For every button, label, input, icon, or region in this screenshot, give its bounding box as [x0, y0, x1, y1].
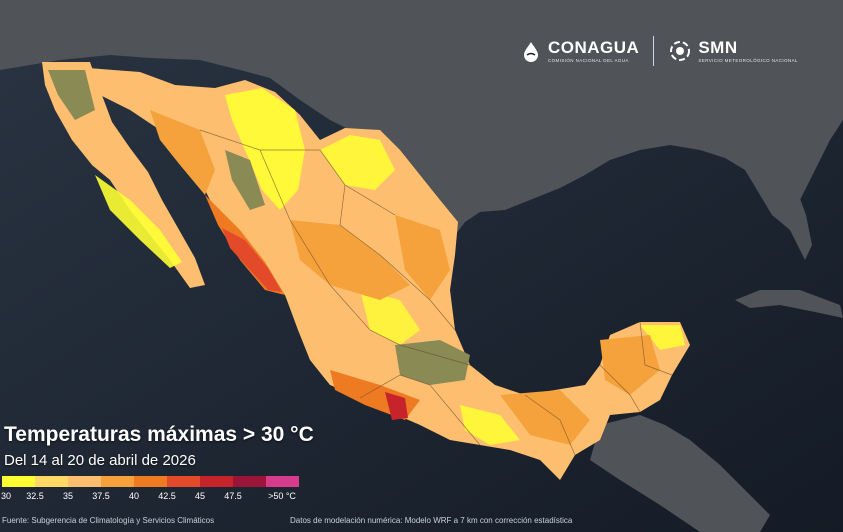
conagua-logo: CONAGUA COMISIÓN NACIONAL DEL AGUA	[520, 39, 639, 63]
baja-california	[42, 62, 205, 288]
legend-swatch	[2, 476, 35, 487]
legend-label: 45	[194, 491, 206, 501]
legend-label: 40	[128, 491, 140, 501]
logo-group: CONAGUA COMISIÓN NACIONAL DEL AGUA SMN S…	[520, 36, 798, 66]
temp-zone-30-center	[360, 290, 420, 345]
legend-color-bar	[2, 476, 299, 487]
conagua-name: CONAGUA	[548, 38, 640, 57]
temp-zone-45-hotspot	[385, 392, 408, 420]
legend-swatch	[101, 476, 134, 487]
smn-name: SMN	[698, 38, 738, 57]
legend-label: 32.5	[26, 491, 44, 501]
usa-landmass	[0, 0, 843, 235]
temp-zone-375-tamaulipas	[395, 215, 450, 300]
temp-zone-375-south	[500, 390, 590, 445]
temp-zone-425-sinaloa-coast	[222, 228, 282, 292]
conagua-drop-icon	[524, 42, 538, 62]
cuba-island	[735, 290, 843, 318]
temp-zone-375-sinaloa	[150, 110, 215, 195]
footer-source: Fuente: Subgerencia de Climatología y Se…	[2, 516, 215, 525]
legend-swatch	[134, 476, 167, 487]
temp-zone-375-central	[290, 220, 410, 300]
legend-swatch	[233, 476, 266, 487]
smn-subtitle: SERVICIO METEOROLÓGICO NACIONAL	[698, 58, 798, 63]
central-america	[590, 415, 770, 532]
legend-labels: 30 32.5 35 37.5 40 42.5 45 47.5 >50 °C	[0, 491, 320, 503]
logo-separator	[653, 36, 655, 66]
florida-peninsula	[760, 170, 812, 260]
temp-zone-30-south	[460, 405, 520, 445]
legend-swatch	[167, 476, 200, 487]
legend-swatch	[68, 476, 101, 487]
footer-model: Datos de modelación numérica: Modelo WRF…	[290, 516, 573, 525]
smn-swirl-icon	[670, 41, 691, 61]
temp-zone-30-yucatan	[640, 325, 685, 350]
legend-label: >50 °C	[268, 491, 296, 501]
map-title: Temperaturas máximas > 30 °C	[4, 423, 314, 446]
map-subtitle: Del 14 al 20 de abril de 2026	[4, 452, 196, 469]
legend-swatch	[35, 476, 68, 487]
temp-zone-below-30-central	[395, 340, 470, 385]
legend-label: 37.5	[92, 491, 110, 501]
legend-swatch	[266, 476, 299, 487]
legend-swatch	[200, 476, 233, 487]
legend-label: 30	[0, 491, 12, 501]
legend-label: 42.5	[158, 491, 176, 501]
legend-label: 35	[62, 491, 74, 501]
conagua-subtitle: COMISIÓN NACIONAL DEL AGUA	[548, 58, 629, 63]
temp-zone-30-sierra	[225, 88, 305, 210]
temp-zone-30-baja	[95, 175, 182, 268]
temp-zone-below-30-baja	[48, 70, 95, 120]
legend-label: 47.5	[224, 491, 242, 501]
temp-zone-below-30-sierra	[225, 150, 265, 210]
smn-logo: SMN SERVICIO METEOROLÓGICO NACIONAL	[668, 39, 798, 63]
state-boundaries	[199, 129, 673, 456]
